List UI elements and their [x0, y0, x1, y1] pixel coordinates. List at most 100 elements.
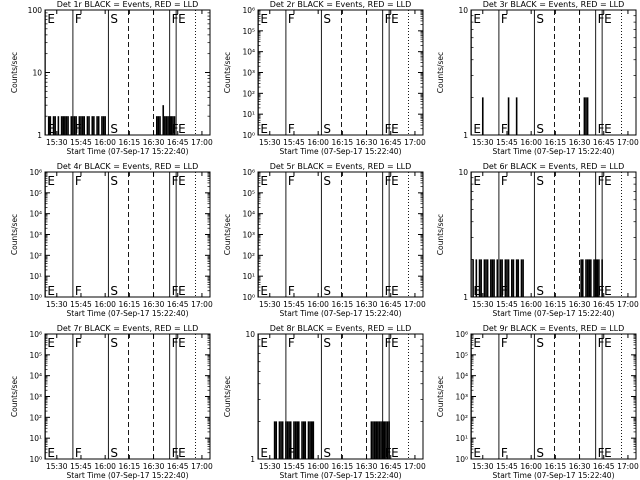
y-tick-label: 10⁶: [455, 330, 468, 339]
marker-label-top: E: [178, 336, 186, 350]
x-tick-label: 16:30: [569, 138, 591, 147]
marker-label-top: S: [110, 336, 118, 350]
marker-label-top: F: [75, 12, 82, 26]
y-tick-label: 10⁵: [455, 351, 468, 360]
detector-panel-6: Det 6r BLACK = Events, RED = LLDEEFFSSFF…: [436, 162, 639, 318]
x-tick-label: 16:15: [545, 138, 567, 147]
panel-title: Det 7r BLACK = Events, RED = LLD: [57, 324, 199, 333]
y-tick-label: 10²: [29, 251, 42, 260]
x-tick-label: 16:15: [119, 462, 141, 471]
panel-title: Det 8r BLACK = Events, RED = LLD: [270, 324, 412, 333]
marker-label-bottom: E: [391, 284, 399, 298]
marker-label-top: E: [47, 174, 55, 188]
x-tick-label: 17:00: [617, 462, 639, 471]
plot-frame: [257, 9, 424, 136]
x-tick-label: 16:45: [380, 462, 402, 471]
x-tick-label: 17:00: [404, 300, 426, 309]
panel-title: Det 1r BLACK = Events, RED = LLD: [57, 0, 199, 9]
marker-label-bottom: F: [172, 446, 179, 460]
y-tick-label: 10⁰: [242, 293, 255, 302]
marker-label-top: E: [47, 12, 55, 26]
y-tick-label: 10⁴: [242, 210, 255, 219]
x-axis-label: Start Time (07-Sep-17 15:22:40): [493, 309, 615, 318]
marker-label-bottom: F: [385, 284, 392, 298]
marker-label-bottom: F: [288, 284, 295, 298]
y-axis-label: Counts/sec: [223, 376, 232, 417]
x-tick-label: 15:30: [259, 138, 281, 147]
y-axis-label: Counts/sec: [436, 376, 445, 417]
marker-label-bottom: F: [172, 284, 179, 298]
marker-label-top: F: [75, 336, 82, 350]
marker-label-bottom: S: [323, 446, 331, 460]
y-tick-label: 10: [458, 168, 468, 177]
marker-label-top: F: [172, 336, 179, 350]
marker-label-top: S: [536, 12, 544, 26]
plot-frame: [470, 171, 637, 298]
x-tick-label: 17:00: [191, 300, 213, 309]
x-tick-label: 15:45: [70, 138, 92, 147]
marker-label-top: E: [178, 12, 186, 26]
x-tick-label: 17:00: [404, 462, 426, 471]
x-tick-label: 16:45: [380, 300, 402, 309]
panel-title: Det 3r BLACK = Events, RED = LLD: [483, 0, 625, 9]
marker-label-bottom: F: [501, 284, 508, 298]
marker-label-bottom: S: [110, 122, 118, 136]
marker-label-bottom: E: [391, 122, 399, 136]
y-tick-label: 10³: [29, 393, 42, 402]
marker-label-top: F: [598, 174, 605, 188]
x-tick-label: 16:45: [593, 462, 615, 471]
marker-label-top: F: [172, 12, 179, 26]
y-tick-label: 10⁰: [242, 131, 255, 140]
x-tick-label: 16:45: [167, 462, 189, 471]
x-tick-label: 16:45: [167, 300, 189, 309]
x-axis-label: Start Time (07-Sep-17 15:22:40): [280, 309, 402, 318]
marker-label-top: S: [323, 12, 331, 26]
detector-panel-8: Det 8r BLACK = Events, RED = LLDEEFFSSFF…: [223, 324, 426, 480]
marker-label-top: E: [260, 12, 268, 26]
x-tick-label: 17:00: [617, 138, 639, 147]
x-axis-label: Start Time (07-Sep-17 15:22:40): [280, 147, 402, 156]
y-tick-label: 1: [37, 131, 42, 140]
marker-label-bottom: S: [110, 284, 118, 298]
y-tick-label: 10⁰: [29, 293, 42, 302]
marker-label-top: E: [391, 12, 399, 26]
marker-label-bottom: E: [178, 446, 186, 460]
marker-label-bottom: E: [47, 284, 55, 298]
marker-label-top: F: [172, 174, 179, 188]
y-tick-label: 10³: [455, 393, 468, 402]
x-tick-label: 16:45: [593, 300, 615, 309]
marker-label-bottom: E: [473, 284, 481, 298]
marker-label-bottom: E: [47, 446, 55, 460]
x-tick-label: 16:00: [94, 462, 116, 471]
y-tick-label: 10⁴: [455, 372, 468, 381]
x-tick-label: 16:30: [569, 300, 591, 309]
marker-label-top: F: [75, 174, 82, 188]
detector-panel-9: Det 9r BLACK = Events, RED = LLDEEFFSSFF…: [436, 324, 639, 480]
marker-label-bottom: F: [501, 446, 508, 460]
marker-label-bottom: S: [323, 122, 331, 136]
y-tick-label: 1: [463, 293, 468, 302]
x-tick-label: 16:00: [94, 300, 116, 309]
marker-label-bottom: F: [75, 122, 82, 136]
x-tick-label: 15:30: [472, 138, 494, 147]
x-tick-label: 15:45: [70, 462, 92, 471]
detector-panel-4: Det 4r BLACK = Events, RED = LLDEEFFSSFF…: [10, 162, 213, 318]
marker-label-bottom: F: [172, 122, 179, 136]
y-tick-label: 10²: [29, 413, 42, 422]
plot-frame: [470, 9, 637, 136]
x-tick-label: 16:15: [119, 138, 141, 147]
y-tick-label: 10¹: [242, 272, 255, 281]
y-tick-label: 10³: [242, 231, 255, 240]
y-tick-label: 10²: [242, 89, 255, 98]
y-tick-label: 10⁵: [29, 189, 42, 198]
y-axis-label: Counts/sec: [223, 214, 232, 255]
marker-label-bottom: E: [260, 446, 268, 460]
y-tick-label: 10⁰: [455, 455, 468, 464]
marker-label-top: F: [501, 174, 508, 188]
y-tick-label: 1: [463, 131, 468, 140]
x-tick-label: 16:30: [356, 300, 378, 309]
x-tick-label: 16:45: [167, 138, 189, 147]
x-tick-label: 15:45: [283, 462, 305, 471]
marker-label-top: E: [604, 336, 612, 350]
marker-label-top: E: [391, 336, 399, 350]
